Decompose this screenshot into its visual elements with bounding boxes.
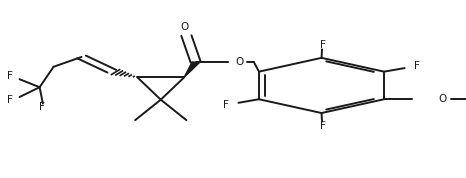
Text: F: F — [223, 100, 229, 110]
Text: F: F — [7, 71, 13, 81]
Text: F: F — [39, 102, 45, 112]
Text: O: O — [180, 22, 188, 32]
Text: O: O — [438, 94, 446, 104]
Text: F: F — [320, 40, 325, 49]
Text: F: F — [320, 121, 325, 131]
Text: O: O — [236, 57, 244, 67]
Text: F: F — [414, 61, 420, 71]
Polygon shape — [184, 62, 199, 77]
Text: F: F — [7, 95, 13, 105]
